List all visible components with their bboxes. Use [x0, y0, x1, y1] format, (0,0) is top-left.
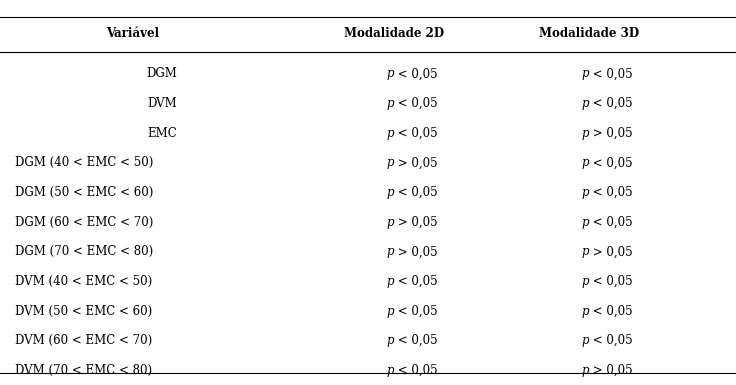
Text: < 0,05: < 0,05 [394, 275, 437, 288]
Text: p: p [386, 156, 394, 169]
Text: p: p [581, 97, 589, 110]
Text: < 0,05: < 0,05 [394, 127, 437, 140]
Text: > 0,05: > 0,05 [589, 127, 632, 140]
Text: < 0,05: < 0,05 [394, 334, 437, 347]
Text: p: p [386, 97, 394, 110]
Text: p: p [386, 275, 394, 288]
Text: < 0,05: < 0,05 [394, 67, 437, 80]
Text: p: p [386, 216, 394, 229]
Text: DVM (60 < EMC < 70): DVM (60 < EMC < 70) [15, 334, 152, 347]
Text: < 0,05: < 0,05 [394, 97, 437, 110]
Text: p: p [581, 216, 589, 229]
Text: < 0,05: < 0,05 [589, 305, 632, 318]
Text: > 0,05: > 0,05 [589, 364, 632, 377]
Text: Modalidade 3D: Modalidade 3D [539, 27, 639, 40]
Text: p: p [386, 305, 394, 318]
Text: p: p [581, 364, 589, 377]
Text: < 0,05: < 0,05 [589, 67, 632, 80]
Text: < 0,05: < 0,05 [589, 97, 632, 110]
Text: DGM (40 < EMC < 50): DGM (40 < EMC < 50) [15, 156, 153, 169]
Text: Variável: Variável [106, 27, 159, 40]
Text: p: p [386, 67, 394, 80]
Text: < 0,05: < 0,05 [589, 186, 632, 199]
Text: < 0,05: < 0,05 [589, 334, 632, 347]
Text: < 0,05: < 0,05 [394, 364, 437, 377]
Text: > 0,05: > 0,05 [394, 216, 437, 229]
Text: p: p [581, 305, 589, 318]
Text: < 0,05: < 0,05 [589, 275, 632, 288]
Text: DGM (60 < EMC < 70): DGM (60 < EMC < 70) [15, 216, 153, 229]
Text: > 0,05: > 0,05 [394, 156, 437, 169]
Text: < 0,05: < 0,05 [589, 156, 632, 169]
Text: p: p [581, 67, 589, 80]
Text: p: p [386, 245, 394, 258]
Text: < 0,05: < 0,05 [394, 305, 437, 318]
Text: DVM (70 < EMC < 80): DVM (70 < EMC < 80) [15, 364, 152, 377]
Text: EMC: EMC [147, 127, 177, 140]
Text: DVM (50 < EMC < 60): DVM (50 < EMC < 60) [15, 305, 152, 318]
Text: p: p [386, 127, 394, 140]
Text: DVM (40 < EMC < 50): DVM (40 < EMC < 50) [15, 275, 152, 288]
Text: p: p [386, 186, 394, 199]
Text: > 0,05: > 0,05 [589, 245, 632, 258]
Text: p: p [386, 364, 394, 377]
Text: p: p [386, 334, 394, 347]
Text: p: p [581, 245, 589, 258]
Text: Modalidade 2D: Modalidade 2D [344, 27, 444, 40]
Text: p: p [581, 334, 589, 347]
Text: DGM (70 < EMC < 80): DGM (70 < EMC < 80) [15, 245, 153, 258]
Text: < 0,05: < 0,05 [589, 216, 632, 229]
Text: p: p [581, 186, 589, 199]
Text: p: p [581, 156, 589, 169]
Text: < 0,05: < 0,05 [394, 186, 437, 199]
Text: DVM: DVM [147, 97, 177, 110]
Text: p: p [581, 127, 589, 140]
Text: p: p [581, 275, 589, 288]
Text: DGM (50 < EMC < 60): DGM (50 < EMC < 60) [15, 186, 153, 199]
Text: DGM: DGM [146, 67, 177, 80]
Text: > 0,05: > 0,05 [394, 245, 437, 258]
